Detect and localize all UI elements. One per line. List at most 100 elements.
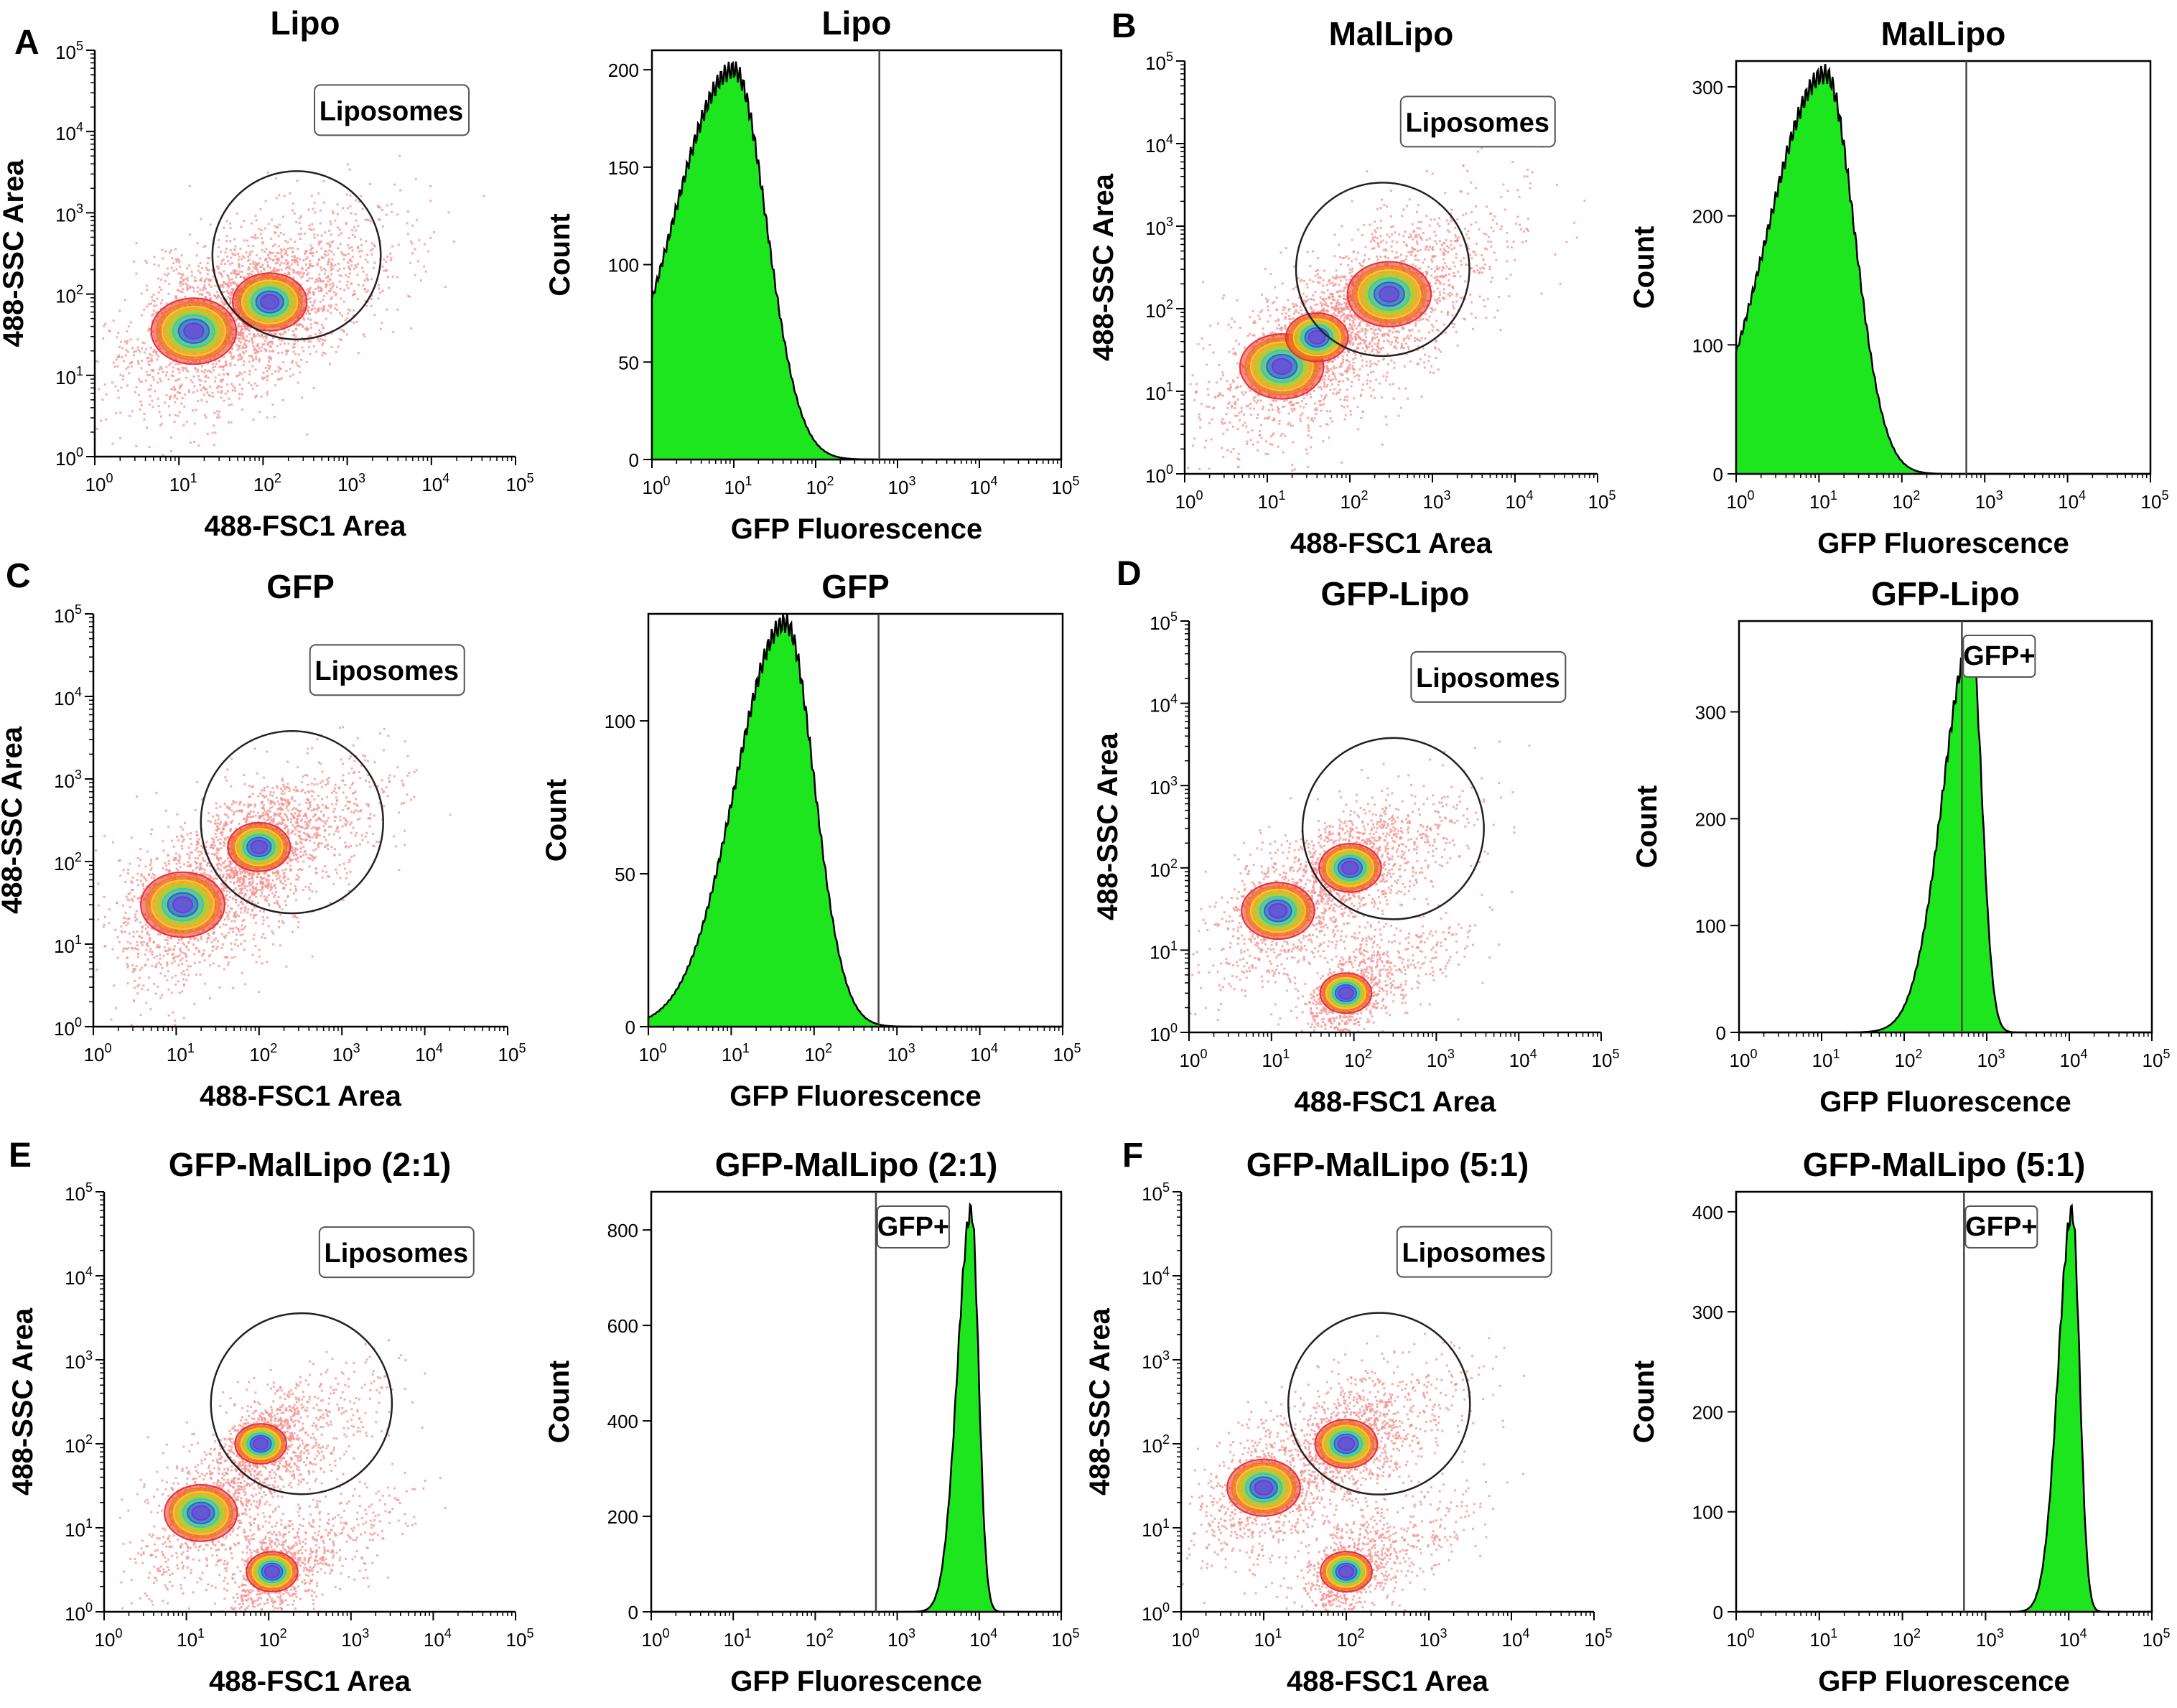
event-dot xyxy=(1320,409,1323,412)
event-dot xyxy=(230,358,233,360)
event-dot xyxy=(166,267,169,270)
event-dot xyxy=(339,287,342,290)
event-dot xyxy=(345,223,348,225)
event-dot xyxy=(1397,341,1399,344)
event-dot xyxy=(1435,267,1438,270)
event-dot xyxy=(117,331,120,334)
event-dot xyxy=(305,269,308,272)
x-tick-label: 102 xyxy=(806,474,834,498)
x-tick-label: 101 xyxy=(724,474,752,498)
event-dot xyxy=(1491,218,1494,221)
event-dot xyxy=(1505,277,1508,280)
event-dot xyxy=(322,342,325,345)
event-dot xyxy=(1355,327,1358,330)
event-dot xyxy=(243,352,246,355)
event-dot xyxy=(190,274,193,277)
event-dot xyxy=(1334,309,1337,312)
event-dot xyxy=(255,395,258,398)
event-dot xyxy=(181,397,184,400)
event-dot xyxy=(388,286,391,289)
event-dot xyxy=(374,245,377,248)
event-dot xyxy=(206,370,209,373)
event-dot xyxy=(317,192,320,195)
event-dot xyxy=(1363,340,1366,343)
event-dot xyxy=(347,244,350,247)
event-dot xyxy=(1428,237,1431,240)
event-dot xyxy=(1349,271,1352,274)
event-dot xyxy=(307,297,310,300)
event-dot xyxy=(1440,243,1443,246)
event-dot xyxy=(270,238,273,241)
event-dot xyxy=(229,263,232,266)
event-dot xyxy=(1358,368,1361,371)
event-dot xyxy=(344,253,347,256)
event-dot xyxy=(296,364,299,367)
event-dot xyxy=(1341,404,1343,407)
event-dot xyxy=(1435,234,1437,237)
event-dot xyxy=(314,333,317,336)
event-dot xyxy=(195,254,198,257)
event-dot xyxy=(145,348,148,351)
event-dot xyxy=(297,340,299,342)
event-dot xyxy=(149,384,152,387)
event-dot xyxy=(140,292,143,295)
event-dot xyxy=(146,289,149,291)
event-dot xyxy=(1318,403,1321,406)
event-dot xyxy=(195,368,197,370)
event-dot xyxy=(284,239,286,242)
event-dot xyxy=(265,349,268,352)
event-dot xyxy=(385,261,388,263)
event-dot xyxy=(208,279,211,282)
event-dot xyxy=(1354,349,1357,352)
event-dot xyxy=(348,272,351,275)
event-dot xyxy=(1323,378,1326,381)
event-dot xyxy=(1336,307,1339,309)
event-dot xyxy=(309,335,312,337)
event-dot xyxy=(1361,234,1363,237)
event-dot xyxy=(1320,310,1323,313)
event-dot xyxy=(355,321,358,324)
event-dot xyxy=(271,342,274,345)
event-dot xyxy=(1459,297,1462,299)
event-dot xyxy=(1506,246,1509,248)
event-dot xyxy=(1394,256,1397,259)
event-dot xyxy=(209,223,212,226)
event-dot xyxy=(151,399,154,402)
event-dot xyxy=(1351,276,1354,279)
event-dot xyxy=(377,297,380,300)
event-dot xyxy=(1445,219,1448,222)
event-dot xyxy=(1404,387,1407,390)
event-dot xyxy=(222,365,225,368)
event-dot xyxy=(1356,251,1359,254)
event-dot xyxy=(1348,363,1351,366)
event-dot xyxy=(243,342,246,345)
event-dot xyxy=(366,261,369,263)
event-dot xyxy=(1269,403,1272,406)
event-dot xyxy=(1401,215,1404,218)
event-dot xyxy=(1405,353,1408,355)
event-dot xyxy=(1322,440,1325,443)
event-dot xyxy=(238,255,241,258)
event-dot xyxy=(149,353,151,355)
event-dot xyxy=(1300,313,1303,316)
event-dot xyxy=(1361,265,1364,268)
event-dot xyxy=(339,243,342,246)
event-dot xyxy=(1437,268,1440,271)
event-dot xyxy=(271,373,274,375)
event-dot xyxy=(309,291,312,294)
event-dot xyxy=(331,286,334,289)
event-dot xyxy=(1455,256,1458,259)
event-dot xyxy=(1230,404,1233,407)
event-dot xyxy=(1306,465,1309,468)
event-dot xyxy=(274,384,277,387)
event-dot xyxy=(177,414,180,417)
event-dot xyxy=(111,381,113,384)
event-dot xyxy=(1386,332,1389,335)
event-dot xyxy=(206,262,209,265)
event-dot xyxy=(1249,439,1252,442)
event-dot xyxy=(256,345,259,347)
event-dot xyxy=(303,340,306,342)
event-dot xyxy=(179,392,182,395)
event-dot xyxy=(147,356,150,359)
event-dot xyxy=(245,350,248,353)
